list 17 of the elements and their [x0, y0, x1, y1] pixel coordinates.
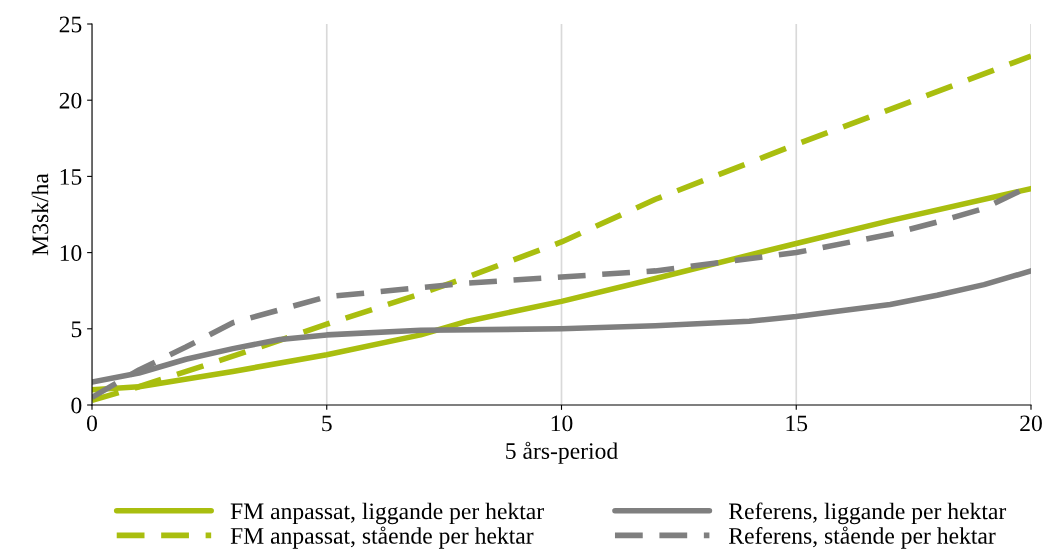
legend-label: FM anpassat, stående per hektar	[230, 526, 534, 549]
x-axis-title: 5 års-period	[506, 441, 618, 464]
legend-label: Referens, stående per hektar	[728, 526, 996, 549]
x-tick-label: 15	[786, 415, 808, 432]
y-tick-label: 5	[71, 321, 82, 338]
x-tick-label: 20	[1020, 415, 1042, 432]
legend-label: Referens, liggande per hektar	[728, 502, 1007, 525]
legend-label: FM anpassat, liggande per hektar	[230, 502, 544, 525]
y-tick-label: 0	[71, 397, 82, 414]
y-tick-label: 25	[59, 16, 82, 33]
x-tick-label: 10	[551, 415, 573, 432]
y-tick-label: 15	[60, 169, 82, 185]
x-tick-label: 5	[322, 415, 332, 432]
y-tick-label: 20	[59, 92, 82, 109]
x-tick-label: 0	[87, 415, 97, 432]
y-axis-title: M3sk/ha	[31, 173, 49, 256]
y-tick-label: 10	[60, 245, 82, 262]
